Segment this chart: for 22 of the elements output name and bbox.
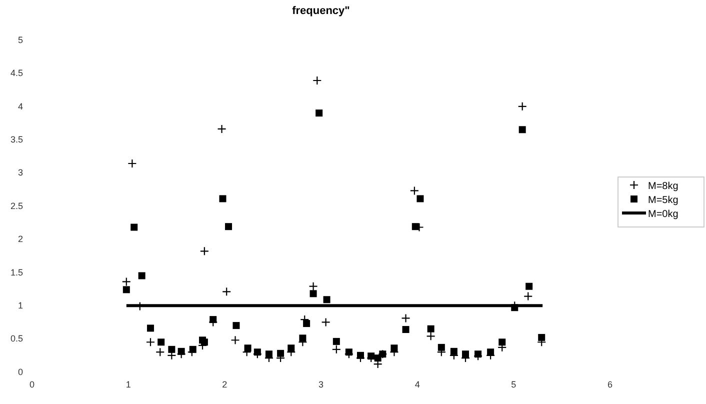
y-tick-label: 0.5 <box>10 334 23 344</box>
y-tick-label: 1 <box>18 300 23 310</box>
legend-label: M=0kg <box>648 209 678 220</box>
x-tick-label: 0 <box>29 379 35 390</box>
y-tick-label: 2.5 <box>10 200 23 211</box>
y-tick-label: 3.5 <box>10 134 23 144</box>
y-tick-label: 1.5 <box>10 267 23 278</box>
x-tick-label: 5 <box>511 379 516 390</box>
legend-label: M=8kg <box>648 181 678 192</box>
x-tick-label: 3 <box>318 379 324 390</box>
y-tick-label: 0 <box>18 366 23 377</box>
y-tick-label: 2 <box>18 234 23 244</box>
y-tick-label: 4.5 <box>10 68 23 78</box>
y-tick-label: 5 <box>18 34 23 45</box>
x-tick-label: 1 <box>126 379 131 390</box>
y-tick-label: 3 <box>18 168 23 178</box>
y-tick-label: 4 <box>18 101 23 112</box>
x-tick-label: 6 <box>607 379 613 390</box>
legend-label: M=5kg <box>648 195 678 206</box>
x-tick-label: 4 <box>414 379 420 390</box>
x-tick-label: 2 <box>222 379 228 390</box>
chart-title: frequency" <box>292 5 350 17</box>
